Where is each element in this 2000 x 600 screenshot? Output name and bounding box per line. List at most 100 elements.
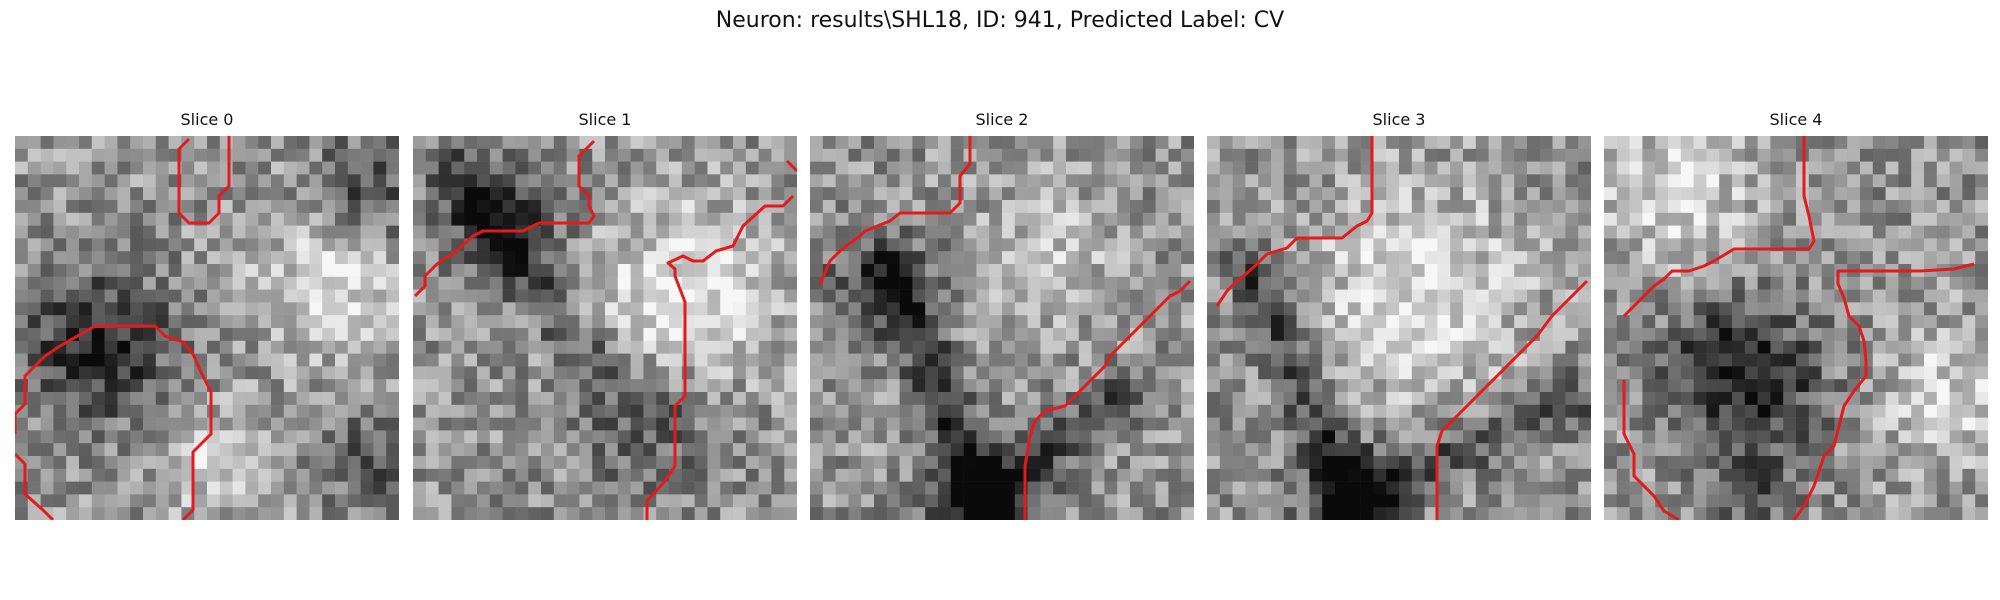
image-pixel [630,238,644,252]
image-pixel [938,353,952,367]
image-pixel [1744,328,1758,342]
image-pixel [360,507,374,520]
image-pixel [1271,174,1285,188]
image-pixel [1604,443,1618,457]
image-pixel [1091,481,1105,495]
image-pixel [1463,443,1477,457]
image-pixel [989,404,1003,418]
image-pixel [117,430,131,444]
image-pixel [1450,392,1464,406]
image-pixel [861,353,875,367]
image-pixel [386,187,399,201]
image-pixel [1347,494,1361,508]
image-pixel [1066,212,1080,226]
image-pixel [617,481,631,495]
image-pixel [79,289,93,303]
image-pixel [1322,481,1336,495]
image-pixel [1770,481,1784,495]
image-pixel [1373,443,1387,457]
image-pixel [617,148,631,162]
image-pixel [1847,148,1861,162]
image-pixel [963,507,977,520]
image-pixel [489,456,503,470]
image-pixel [1527,251,1541,265]
image-pixel [438,276,452,290]
image-pixel [1732,136,1746,150]
image-pixel [528,443,542,457]
image-pixel [1296,481,1310,495]
image-pixel [1130,161,1144,175]
image-pixel [1668,328,1682,342]
image-pixel [1322,276,1336,290]
image-pixel [489,251,503,265]
image-pixel [1232,481,1246,495]
image-pixel [1181,289,1194,303]
image-pixel [117,392,131,406]
image-pixel [1296,161,1310,175]
image-pixel [976,392,990,406]
image-pixel [1693,174,1707,188]
image-pixel [1245,507,1259,520]
image-pixel [848,289,862,303]
image-pixel [143,468,157,482]
image-pixel [771,161,785,175]
image-pixel [848,302,862,316]
image-pixel [1936,379,1950,393]
image-pixel [477,507,491,520]
image-pixel [925,456,939,470]
image-pixel [502,507,516,520]
image-pixel [464,200,478,214]
image-pixel [168,136,182,150]
image-pixel [194,251,208,265]
image-pixel [1770,494,1784,508]
image-pixel [1757,328,1771,342]
image-pixel [451,315,465,329]
image-pixel [1053,264,1067,278]
image-pixel [1949,456,1963,470]
image-pixel [720,315,734,329]
image-pixel [1911,430,1925,444]
image-pixel [245,340,259,354]
image-pixel [15,148,29,162]
image-pixel [194,456,208,470]
image-pixel [784,212,797,226]
image-pixel [886,238,900,252]
image-pixel [1386,264,1400,278]
image-pixel [1386,417,1400,431]
image-pixel [1949,392,1963,406]
image-pixel [1424,251,1438,265]
image-pixel [1552,136,1566,150]
image-pixel [53,251,67,265]
image-pixel [950,481,964,495]
image-pixel [1463,366,1477,380]
image-pixel [1552,276,1566,290]
image-pixel [1322,417,1336,431]
image-pixel [822,187,836,201]
image-pixel [1014,302,1028,316]
image-pixel [451,494,465,508]
image-pixel [681,276,695,290]
image-pixel [963,328,977,342]
image-pixel [1539,161,1553,175]
image-pixel [1002,161,1016,175]
image-pixel [1475,187,1489,201]
image-pixel [1796,315,1810,329]
image-pixel [451,340,465,354]
image-pixel [1066,481,1080,495]
image-pixel [27,392,41,406]
image-pixel [1066,174,1080,188]
image-pixel [1744,404,1758,418]
image-pixel [1744,340,1758,354]
image-pixel [1360,276,1374,290]
image-pixel [15,430,29,444]
image-pixel [219,276,233,290]
image-pixel [1693,417,1707,431]
image-pixel [1309,494,1323,508]
image-pixel [541,468,555,482]
image-pixel [1552,392,1566,406]
image-pixel [1962,212,1976,226]
image-pixel [296,468,310,482]
image-pixel [1258,379,1272,393]
image-pixel [1911,353,1925,367]
image-pixel [1155,251,1169,265]
